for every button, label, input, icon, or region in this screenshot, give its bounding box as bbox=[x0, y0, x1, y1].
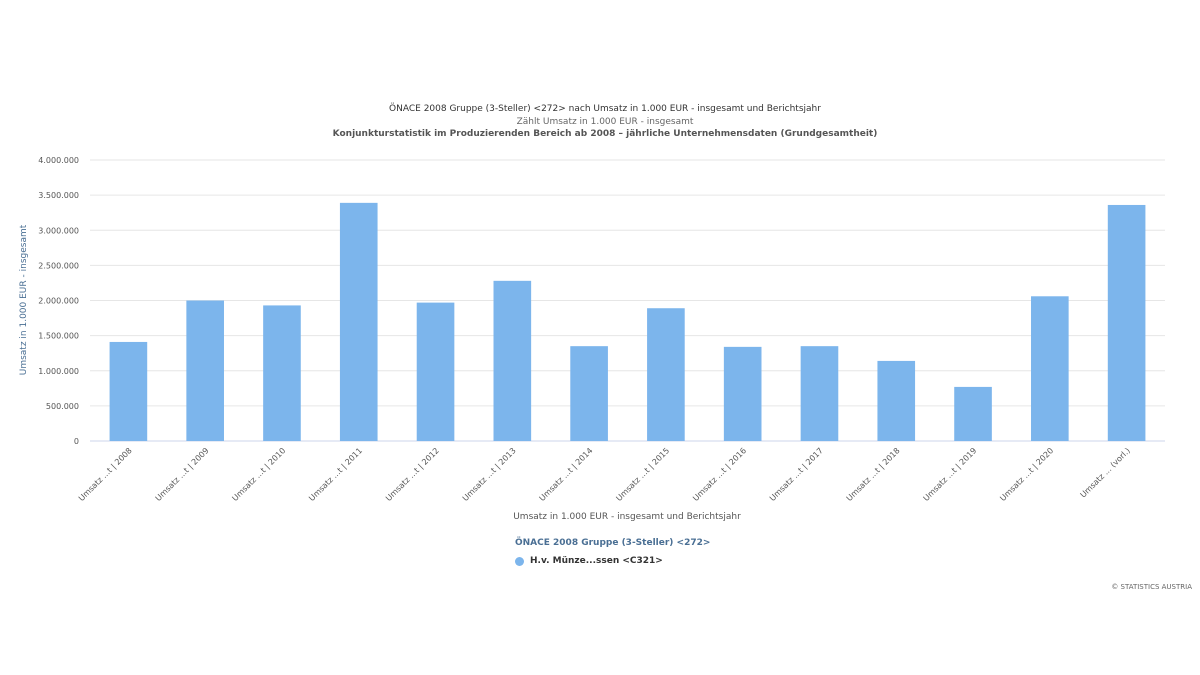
x-tick-label: Umsatz ...t | 2010 bbox=[230, 446, 287, 503]
chart-subtitle-2: Konjunkturstatistik im Produzierenden Be… bbox=[332, 129, 878, 139]
x-tick-label: Umsatz ...t | 2014 bbox=[538, 446, 595, 503]
bar[interactable] bbox=[1031, 296, 1069, 441]
y-axis-ticks: 0 500.000 1.000.000 1.500.000 2.000.000 2.500… bbox=[38, 156, 79, 446]
bar[interactable] bbox=[570, 346, 608, 441]
grid-lines bbox=[90, 159, 1165, 442]
bar[interactable] bbox=[186, 300, 224, 442]
x-tick-label: Umsatz ... (vorl.) bbox=[1078, 446, 1132, 500]
bar[interactable] bbox=[723, 346, 762, 441]
bar[interactable] bbox=[263, 305, 301, 441]
x-tick-label: Umsatz ...t | 2016 bbox=[691, 446, 748, 503]
x-tick-label: Umsatz ...t | 2017 bbox=[768, 446, 825, 503]
bar[interactable] bbox=[954, 386, 992, 441]
bar[interactable] bbox=[339, 202, 378, 441]
y-tick-label: 0 bbox=[74, 437, 79, 446]
y-tick-label: 4.000.000 bbox=[38, 156, 79, 165]
y-tick-label: 2.000.000 bbox=[38, 297, 79, 306]
legend-marker bbox=[515, 556, 524, 566]
bar[interactable] bbox=[109, 341, 148, 441]
legend-label: H.v. Münze...ssen <C321> bbox=[530, 556, 663, 566]
bar[interactable] bbox=[416, 302, 455, 441]
y-tick-label: 3.000.000 bbox=[38, 226, 79, 235]
chart-title: ÖNACE 2008 Gruppe (3-Steller) <272> nach… bbox=[389, 104, 821, 114]
y-tick-label: 3.500.000 bbox=[38, 191, 79, 200]
x-tick-label: Umsatz ...t | 2020 bbox=[998, 446, 1055, 503]
bar[interactable] bbox=[877, 360, 916, 441]
bar[interactable] bbox=[1107, 204, 1146, 441]
chart-titles: ÖNACE 2008 Gruppe (3-Steller) <272> nach… bbox=[0, 103, 1200, 141]
x-tick-label: Umsatz ...t | 2009 bbox=[154, 446, 211, 503]
x-tick-label: Umsatz ...t | 2018 bbox=[845, 446, 902, 503]
x-tick-label: Umsatz ...t | 2008 bbox=[77, 446, 134, 503]
x-axis-ticks: Umsatz ...t | 2008 Umsatz ...t | 2009 Umsa… bbox=[77, 446, 1132, 503]
y-tick-label: 1.000.000 bbox=[38, 367, 79, 376]
x-axis-label: Umsatz in 1.000 EUR - insgesamt und Beri… bbox=[513, 512, 741, 522]
y-tick-label: 500.000 bbox=[46, 402, 79, 411]
bar[interactable] bbox=[647, 308, 685, 441]
legend-title: ÖNACE 2008 Gruppe (3-Steller) <272> bbox=[515, 538, 711, 548]
x-tick-label: Umsatz ...t | 2012 bbox=[384, 446, 441, 503]
chart-subtitle: Zählt Umsatz in 1.000 EUR - insgesamt bbox=[516, 117, 694, 127]
y-tick-label: 1.500.000 bbox=[38, 332, 79, 341]
x-tick-label: Umsatz ...t | 2019 bbox=[922, 446, 979, 503]
x-tick-label: Umsatz ...t | 2011 bbox=[307, 446, 364, 503]
y-axis-label: Umsatz in 1.000 EUR - insgesamt bbox=[19, 224, 29, 375]
credits[interactable]: © STATISTICS AUSTRIA bbox=[1111, 583, 1192, 591]
bar[interactable] bbox=[493, 280, 532, 441]
bars bbox=[109, 202, 1146, 442]
legend-item[interactable]: H.v. Münze...ssen <C321> bbox=[515, 556, 663, 566]
bar[interactable] bbox=[800, 346, 839, 441]
x-tick-label: Umsatz ...t | 2015 bbox=[614, 446, 671, 503]
x-tick-label: Umsatz ...t | 2013 bbox=[461, 446, 518, 503]
y-tick-label: 2.500.000 bbox=[38, 261, 79, 270]
